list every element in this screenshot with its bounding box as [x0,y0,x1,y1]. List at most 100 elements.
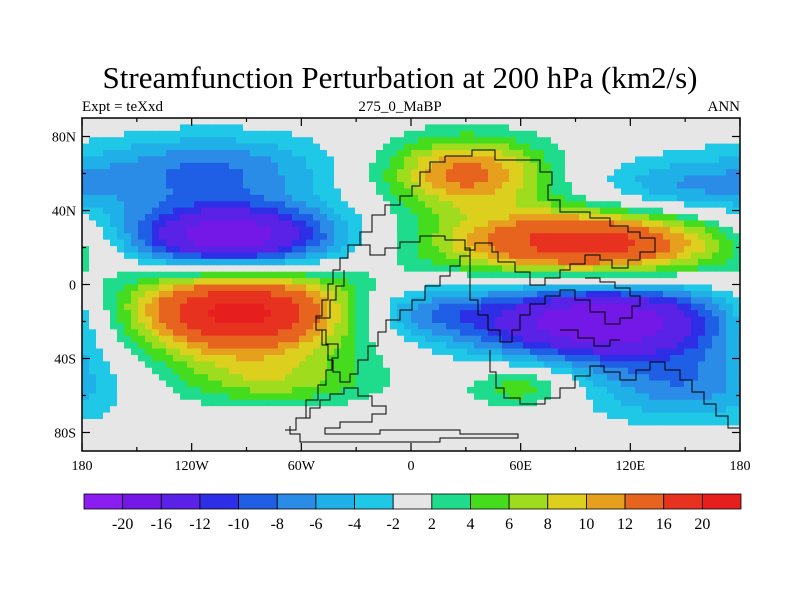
field-cell [383,118,391,125]
field-cell [208,207,216,215]
field-cell [726,220,734,228]
field-cell [348,207,356,215]
field-cell [166,124,174,132]
field-cell [439,418,447,426]
field-cell [726,354,734,362]
field-cell [236,182,244,190]
field-cell [362,310,370,318]
field-cell [292,303,300,311]
field-cell [670,399,678,407]
field-cell [705,169,713,177]
field-cell [411,265,419,273]
field-cell [523,406,531,414]
field-cell [390,303,398,311]
field-cell [502,303,510,311]
field-cell [509,143,517,151]
field-cell [684,316,692,324]
field-cell [285,310,293,318]
field-cell [614,342,622,350]
field-cell [173,348,181,356]
field-cell [719,246,727,254]
field-cell [243,297,251,305]
field-cell [481,252,489,260]
field-cell [208,175,216,183]
field-cell [439,431,447,439]
field-cell [341,354,349,362]
field-cell [551,169,559,177]
field-cell [600,226,608,234]
field-cell [593,374,601,382]
field-cell [264,182,272,190]
field-cell [131,316,139,324]
field-cell [621,438,629,446]
field-cell [544,348,552,356]
field-cell [306,278,314,286]
field-cell [299,310,307,318]
field-cell [439,367,447,375]
field-cell [180,342,188,350]
field-cell [495,342,503,350]
field-cell [271,194,279,202]
field-cell [376,226,384,234]
field-cell [677,182,685,190]
field-cell [481,316,489,324]
field-cell [649,322,657,330]
field-cell [264,374,272,382]
field-cell [201,399,209,407]
field-cell [404,220,412,228]
field-cell [404,290,412,298]
field-cell [194,188,202,196]
field-cell [656,143,664,151]
field-cell [670,418,678,426]
field-cell [215,118,223,125]
field-cell [523,226,531,234]
field-cell [663,418,671,426]
field-cell [271,380,279,388]
field-cell [201,246,209,254]
field-cell [250,207,258,215]
field-cell [131,386,139,394]
field-cell [712,342,720,350]
field-cell [250,348,258,356]
field-cell [600,303,608,311]
field-cell [103,322,111,330]
field-cell [733,380,740,388]
field-cell [250,278,258,286]
field-cell [439,348,447,356]
field-cell [82,233,90,241]
field-cell [222,130,230,138]
field-cell [215,201,223,209]
field-cell [530,150,538,158]
field-cell [614,431,622,439]
field-cell [418,239,426,247]
field-cell [306,220,314,228]
field-cell [502,175,510,183]
field-cell [159,265,167,273]
field-cell [467,130,475,138]
field-cell [579,233,587,241]
field-cell [397,425,405,433]
field-cell [257,137,265,145]
field-cell [600,124,608,132]
field-cell [271,118,279,125]
field-cell [565,130,573,138]
field-cell [502,438,510,446]
field-cell [572,143,580,151]
field-cell [425,150,433,158]
field-cell [572,303,580,311]
field-cell [173,278,181,286]
field-cell [698,271,706,279]
field-cell [670,380,678,388]
field-cell [726,252,734,260]
field-cell [369,220,377,228]
field-cell [453,303,461,311]
field-cell [705,425,713,433]
field-cell [96,329,104,337]
field-cell [313,278,321,286]
field-cell [523,297,531,305]
field-cell [180,425,188,433]
field-cell [320,246,328,254]
field-cell [593,290,601,298]
field-cell [544,271,552,279]
field-cell [306,425,314,433]
